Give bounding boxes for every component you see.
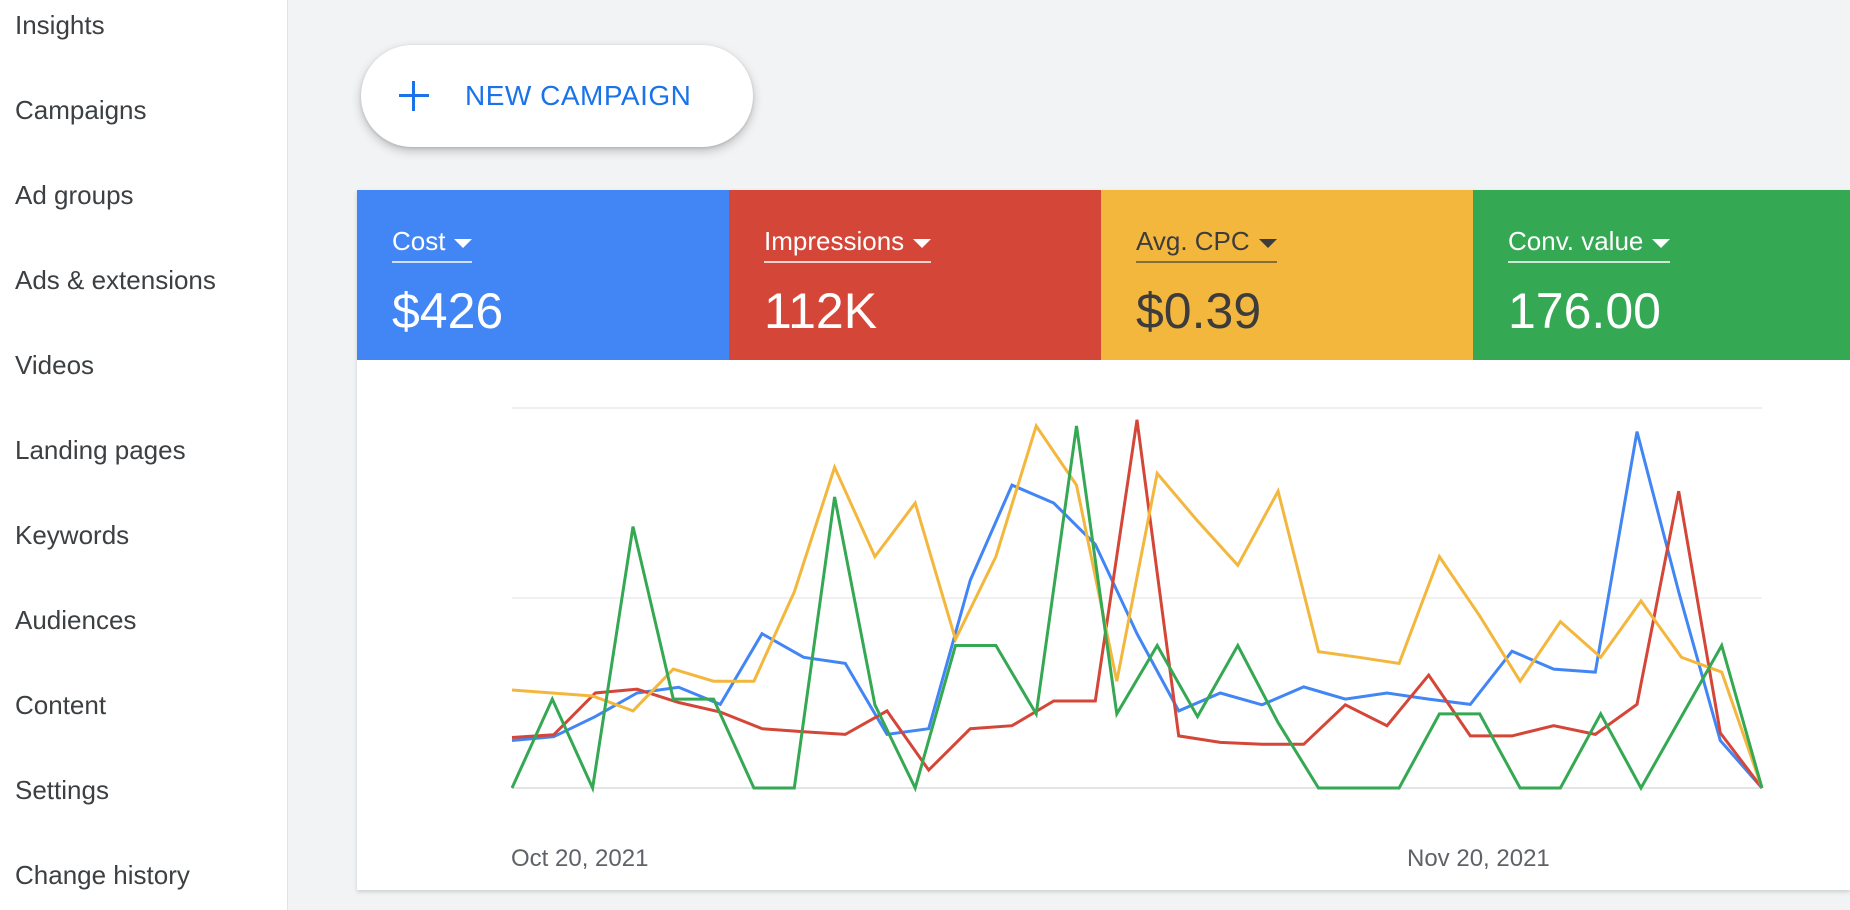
metric-tiles: Cost $426 Impressions 112K Avg. CPC $0.39 Conv… <box>357 190 1850 360</box>
caret-down-icon <box>913 238 932 248</box>
performance-chart <box>357 360 1850 890</box>
metric-value: 176.00 <box>1508 283 1661 339</box>
chart-svg <box>510 407 1764 794</box>
metric-tile-conv-value[interactable]: Conv. value 176.00 <box>1473 190 1850 360</box>
metric-selector[interactable]: Impressions <box>764 226 932 263</box>
metric-selector[interactable]: Avg. CPC <box>1136 226 1277 263</box>
sidebar-item-change-history[interactable]: Change history <box>15 860 190 890</box>
x-tick-label-end: Nov 20, 2021 <box>1407 845 1550 872</box>
main-content: NEW CAMPAIGN Cost $426 Impressions 112K Avg.… <box>289 0 1850 910</box>
metric-selector[interactable]: Cost <box>392 226 473 263</box>
series-line-1 <box>511 419 1764 789</box>
metric-value: $0.39 <box>1136 283 1262 339</box>
metric-value: 112K <box>764 283 878 339</box>
caret-down-icon <box>1258 238 1277 248</box>
sidebar-item-videos[interactable]: Videos <box>15 350 95 380</box>
series-line-0 <box>511 431 1764 789</box>
metric-tile-avg-cpc[interactable]: Avg. CPC $0.39 <box>1101 190 1473 360</box>
sidebar-item-landing-pages[interactable]: Landing pages <box>15 435 186 465</box>
metric-value: $426 <box>392 283 504 339</box>
metric-label: Cost <box>392 226 446 256</box>
x-tick-label-start: Oct 20, 2021 <box>511 845 649 872</box>
new-campaign-label: NEW CAMPAIGN <box>465 80 692 111</box>
caret-down-icon <box>454 238 473 248</box>
sidebar-item-audiences[interactable]: Audiences <box>15 605 137 635</box>
sidebar-item-content[interactable]: Content <box>15 690 107 720</box>
sidebar-item-ads-extensions[interactable]: Ads & extensions <box>15 265 216 295</box>
plus-icon <box>399 81 429 111</box>
metric-selector[interactable]: Conv. value <box>1508 226 1671 263</box>
sidebar-nav: Insights Campaigns Ad groups Ads & extensio… <box>0 0 288 910</box>
caret-down-icon <box>1652 238 1671 248</box>
metric-tile-cost[interactable]: Cost $426 <box>357 190 729 360</box>
sidebar-item-campaigns[interactable]: Campaigns <box>15 95 147 125</box>
new-campaign-button[interactable]: NEW CAMPAIGN <box>361 45 753 147</box>
series-line-3 <box>510 425 1764 794</box>
sidebar-item-ad-groups[interactable]: Ad groups <box>15 180 134 210</box>
sidebar-item-insights[interactable]: Insights <box>15 10 105 40</box>
metric-label: Impressions <box>764 226 905 256</box>
performance-card: Cost $426 Impressions 112K Avg. CPC $0.39 Conv… <box>357 190 1850 890</box>
metric-label: Avg. CPC <box>1136 226 1250 256</box>
series-line-2 <box>511 422 1764 789</box>
metric-label: Conv. value <box>1508 226 1644 256</box>
metric-tile-impressions[interactable]: Impressions 112K <box>729 190 1101 360</box>
sidebar-item-settings[interactable]: Settings <box>15 775 109 805</box>
sidebar-item-keywords[interactable]: Keywords <box>15 520 130 550</box>
